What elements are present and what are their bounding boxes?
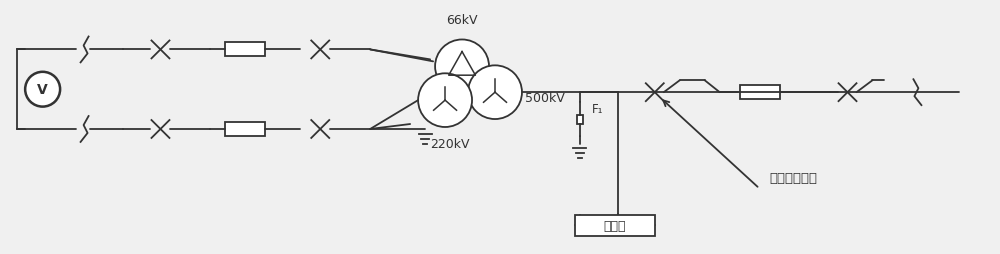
Text: 500kV: 500kV bbox=[525, 91, 565, 104]
Text: F₁: F₁ bbox=[592, 103, 603, 116]
Bar bbox=[740, 86, 780, 100]
Text: 外界电磁干扰: 外界电磁干扰 bbox=[770, 171, 818, 184]
Text: 220kV: 220kV bbox=[430, 137, 470, 150]
Bar bbox=[575, 215, 655, 236]
Bar bbox=[225, 122, 265, 136]
Bar bbox=[577, 115, 583, 124]
Text: 示波器: 示波器 bbox=[604, 219, 626, 232]
Circle shape bbox=[418, 74, 472, 128]
Text: V: V bbox=[37, 83, 48, 97]
Text: 66kV: 66kV bbox=[446, 13, 478, 26]
Circle shape bbox=[468, 66, 522, 120]
Bar bbox=[225, 43, 265, 57]
Circle shape bbox=[25, 72, 60, 107]
Circle shape bbox=[435, 40, 489, 94]
